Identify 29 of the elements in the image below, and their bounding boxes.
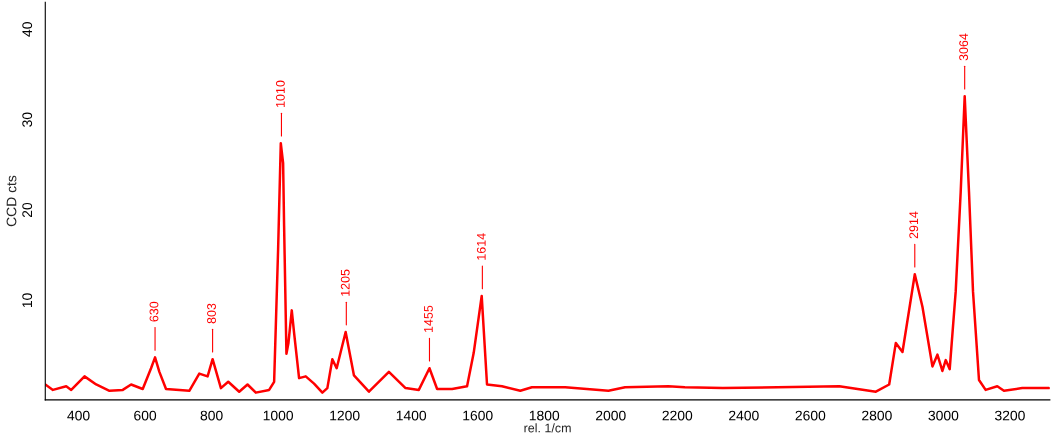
y-tick-label: 10 xyxy=(22,293,33,308)
annotation: 1614 xyxy=(476,233,486,260)
x-tick-label: 600 xyxy=(134,410,157,421)
y-tick-label: 20 xyxy=(22,202,33,218)
annotation: 3064 xyxy=(959,33,969,61)
annotation: 1455 xyxy=(424,305,433,333)
x-tick-label: 2200 xyxy=(662,410,693,421)
y-tick-label: 40 xyxy=(22,22,33,37)
x-tick-label: 1400 xyxy=(396,410,427,421)
x-tick-label: 400 xyxy=(67,410,90,421)
x-tick-label: 1800 xyxy=(529,410,560,421)
x-axis-title: rel. 1/cm xyxy=(524,423,571,433)
x-tick-label: 2600 xyxy=(795,410,826,421)
annotation: 630 xyxy=(149,301,159,322)
y-tick-label: 30 xyxy=(22,112,33,127)
x-tick-label: 2800 xyxy=(862,410,892,421)
annotation: 803 xyxy=(207,303,216,324)
x-tick-label: 3200 xyxy=(995,410,1025,421)
annotation: 1205 xyxy=(340,269,350,296)
annotation: 2914 xyxy=(909,211,919,239)
x-tick-label: 1000 xyxy=(263,410,294,421)
x-tick-label: 800 xyxy=(200,410,223,421)
x-tick-label: 3000 xyxy=(928,410,959,421)
x-tick-label: 2000 xyxy=(596,410,626,421)
x-tick-label: 1200 xyxy=(330,410,360,421)
x-tick-label: 2400 xyxy=(729,410,759,421)
x-tick-label: 1600 xyxy=(463,410,493,421)
y-axis-title: CCD cts xyxy=(6,175,17,227)
annotation: 1010 xyxy=(275,80,285,107)
